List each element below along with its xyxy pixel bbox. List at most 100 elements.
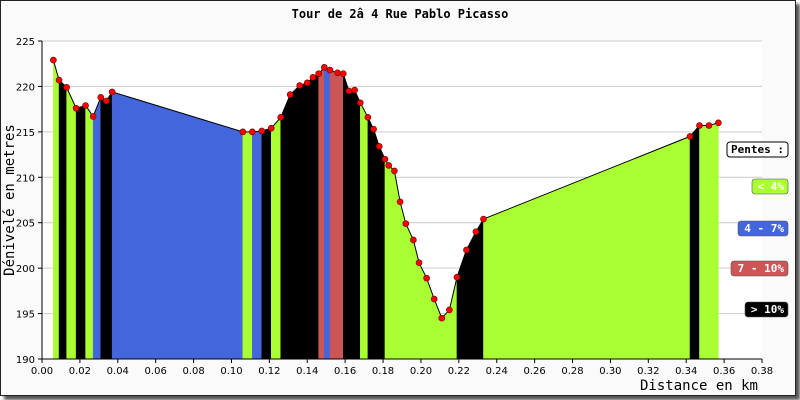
axes	[41, 41, 762, 360]
x-tick-label: 0.16	[334, 366, 356, 377]
x-tick-label: 0.00	[31, 366, 53, 377]
data-point	[385, 162, 393, 169]
data-point	[55, 76, 63, 84]
data-point	[345, 87, 353, 95]
y-tick-label: 195	[16, 310, 35, 321]
slope-segment	[289, 84, 300, 360]
data-point	[50, 56, 57, 64]
x-tick-label: 0.14	[296, 366, 318, 377]
slope-segment	[367, 117, 374, 360]
slope-segment	[388, 164, 395, 360]
slope-segment	[708, 122, 719, 360]
data-point	[375, 143, 383, 150]
slope-segment	[699, 125, 710, 360]
slope-segment	[271, 116, 281, 360]
data-point	[396, 198, 404, 206]
data-point	[309, 74, 317, 81]
x-tick-label: 0.28	[561, 366, 583, 377]
legend-label: 7 - 10%	[738, 262, 785, 275]
y-tick-label: 220	[16, 82, 35, 93]
y-tick-label: 210	[16, 173, 35, 184]
data-point	[423, 274, 430, 282]
slope-segment	[85, 104, 94, 360]
x-axis-label: Distance en km	[640, 378, 758, 394]
slope-segment	[75, 105, 86, 360]
slope-segment	[299, 82, 308, 360]
y-axis-label: Dénivelé en metres	[2, 124, 18, 276]
slope-segment	[307, 76, 314, 360]
data-point	[715, 119, 722, 127]
slope-segment	[373, 129, 380, 360]
data-point	[108, 88, 116, 96]
x-tick-label: 0.36	[713, 366, 735, 377]
data-point	[63, 84, 70, 91]
legend: Pentes : < 4% 4 - 7% 7 - 10% > 10%	[726, 141, 789, 318]
data-point	[72, 104, 80, 112]
legend-swatch	[737, 220, 789, 237]
data-point	[351, 86, 358, 94]
data-point	[463, 246, 470, 254]
data-point	[89, 113, 97, 120]
slope-segment	[405, 223, 414, 360]
y-tick-label: 190	[16, 355, 35, 366]
slope-segment	[329, 69, 338, 360]
x-tick-labels: 0.00 0.02 0.04 0.06 0.08 0.10 0.12 0.14 0.16 0.18…	[31, 359, 773, 377]
data-point	[296, 82, 303, 89]
slope-segment	[324, 66, 331, 360]
slope-segment	[252, 130, 263, 360]
x-tick-label: 0.22	[448, 366, 470, 377]
data-point	[410, 236, 417, 244]
x-tick-label: 0.18	[372, 366, 394, 377]
data-point	[446, 306, 453, 314]
y-tick-label: 225	[16, 37, 35, 48]
y-tick-label: 200	[16, 264, 35, 275]
slope-segment	[379, 146, 386, 360]
data-point	[258, 127, 266, 135]
data-point	[303, 79, 311, 87]
slope-segment	[384, 158, 389, 360]
data-point	[249, 128, 256, 136]
slope-segment	[53, 60, 60, 360]
x-tick-label: 0.04	[107, 366, 129, 377]
slope-segment	[66, 87, 77, 360]
legend-swatch	[751, 178, 789, 195]
x-tick-label: 0.34	[675, 366, 697, 377]
slope-segment	[242, 131, 253, 360]
slope-segment	[318, 66, 325, 360]
y-tick-label: 205	[16, 219, 35, 230]
x-tick-label: 0.38	[751, 366, 773, 377]
x-tick-label: 0.20	[410, 366, 432, 377]
data-point	[97, 94, 105, 101]
data-point	[321, 64, 328, 71]
legend-swatch	[744, 301, 789, 318]
x-tick-label: 0.32	[637, 366, 659, 377]
slope-segment	[348, 89, 355, 360]
legend-label: < 4%	[758, 180, 785, 193]
x-tick-label: 0.30	[599, 366, 621, 377]
data-point	[472, 228, 480, 236]
data-point	[339, 70, 347, 78]
data-point	[402, 220, 410, 227]
data-point	[334, 69, 341, 77]
slope-segment	[261, 127, 272, 360]
y-tick-labels: 190 195 200 205 210 215 220 225	[16, 37, 42, 366]
y-tick-label: 215	[16, 128, 35, 139]
data-point	[82, 102, 89, 109]
data-point	[370, 125, 377, 133]
data-point	[357, 99, 364, 107]
data-point	[705, 122, 713, 129]
data-point	[391, 167, 398, 175]
data-point	[696, 122, 703, 129]
legend-title-box	[726, 141, 789, 158]
slope-segment	[354, 89, 361, 360]
legend-swatch	[730, 260, 789, 277]
slope-segment	[312, 73, 319, 360]
data-point	[286, 91, 294, 98]
slope-segment	[337, 72, 344, 360]
x-tick-label: 0.06	[145, 366, 167, 377]
x-tick-label: 0.10	[220, 366, 242, 377]
chart-title: Tour de 2â 4 Rue Pablo Picasso	[292, 7, 509, 21]
data-points	[50, 56, 722, 322]
data-point	[415, 259, 423, 266]
